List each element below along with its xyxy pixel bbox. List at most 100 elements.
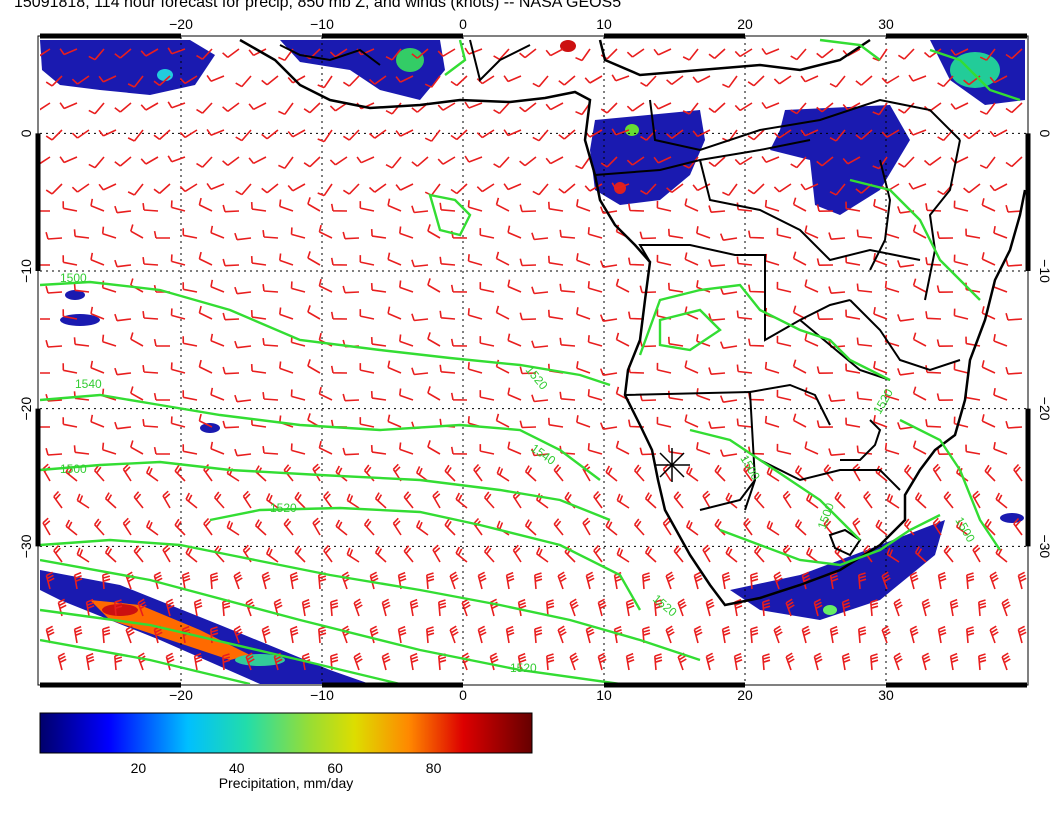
wind-barb xyxy=(829,183,846,196)
wind-barb xyxy=(599,422,618,430)
wind-barb xyxy=(993,279,1008,293)
wind-barb xyxy=(399,280,414,293)
wind-barb xyxy=(979,48,996,61)
wind-barb xyxy=(122,463,132,482)
wind-barb xyxy=(912,224,927,239)
wind-barb xyxy=(893,598,903,617)
wind-barb xyxy=(444,518,456,536)
wind-barb xyxy=(989,571,999,590)
wind-barb xyxy=(235,129,252,142)
svg-text:1500: 1500 xyxy=(60,271,87,285)
wind-barb xyxy=(893,652,903,671)
wind-barb xyxy=(62,363,78,374)
wind-barb xyxy=(932,517,942,536)
wind-barb xyxy=(90,360,105,374)
wind-barb xyxy=(856,229,873,239)
wind-barb xyxy=(531,286,549,295)
wind-barb xyxy=(823,464,834,482)
wind-barb xyxy=(290,389,306,401)
wind-barb xyxy=(684,414,699,428)
wind-barb xyxy=(287,75,306,84)
wind-barb xyxy=(130,278,144,293)
wind-barb xyxy=(666,129,684,140)
wind-barb xyxy=(73,229,90,239)
wind-barb xyxy=(335,465,348,482)
wind-barb xyxy=(262,445,279,455)
wind-barb xyxy=(628,257,645,266)
wind-barb xyxy=(495,251,510,266)
wind-barb xyxy=(816,48,834,59)
wind-barb xyxy=(995,546,1008,563)
wind-barb xyxy=(45,447,63,456)
wind-barb xyxy=(816,204,834,212)
wind-barb xyxy=(721,625,731,644)
wind-barb xyxy=(937,625,947,644)
wind-barb xyxy=(532,129,549,142)
wind-barb xyxy=(254,465,267,482)
wind-barb xyxy=(722,183,738,197)
wind-barb xyxy=(210,387,225,401)
wind-barb xyxy=(908,128,927,136)
wind-barb xyxy=(290,281,306,293)
wind-barb xyxy=(548,201,564,212)
wind-barb xyxy=(250,202,267,212)
wind-barb xyxy=(950,102,969,110)
wind-barb xyxy=(575,48,591,62)
wind-barb xyxy=(705,598,715,617)
wind-barb xyxy=(519,102,537,113)
wind-barb xyxy=(279,199,294,212)
wind-barb xyxy=(829,129,846,142)
wind-barb xyxy=(461,652,471,671)
wind-barb xyxy=(464,47,483,55)
wind-barb xyxy=(616,547,630,563)
wind-barb xyxy=(559,337,576,347)
wind-barb xyxy=(330,599,339,617)
wind-barb xyxy=(182,390,198,401)
wind-barb xyxy=(1001,598,1011,617)
wind-barb xyxy=(503,129,522,137)
wind-barb xyxy=(656,362,672,374)
wind-barb xyxy=(615,278,630,293)
wind-barb xyxy=(356,156,375,164)
wind-barb xyxy=(702,544,711,563)
wind-barb xyxy=(114,48,132,59)
wind-barb xyxy=(142,202,159,212)
map-frame xyxy=(37,35,1029,686)
wind-barb xyxy=(210,441,225,455)
wind-barb xyxy=(719,233,738,241)
wind-barb xyxy=(897,102,915,114)
wind-barb xyxy=(289,625,299,644)
wind-barb xyxy=(611,182,630,190)
lat-tick-label-right: 0 xyxy=(1037,129,1053,137)
wind-barb xyxy=(261,625,271,644)
wind-barb xyxy=(353,652,363,671)
forecast-map[interactable]: 1500 1540 1500 1520 1540 1520 1520 1500 … xyxy=(0,0,1056,700)
wind-barb xyxy=(507,279,522,293)
wind-barb xyxy=(722,75,738,89)
wind-barb xyxy=(329,102,348,112)
wind-barb xyxy=(40,264,50,266)
wind-barb xyxy=(210,626,219,644)
wind-barb xyxy=(342,447,360,456)
wind-barb xyxy=(265,547,279,563)
wind-barb xyxy=(174,464,186,482)
wind-barb xyxy=(449,625,459,644)
wind-barb xyxy=(576,361,591,374)
wind-barb xyxy=(493,156,510,169)
wind-barb xyxy=(359,201,375,212)
wind-barb xyxy=(792,197,807,212)
wind-barb xyxy=(762,599,771,617)
wind-barb xyxy=(841,652,851,671)
svg-text:1520: 1520 xyxy=(270,501,297,515)
wind-barb xyxy=(130,440,144,455)
wind-barb xyxy=(557,571,567,590)
wind-barb xyxy=(318,386,333,401)
wind-barb xyxy=(450,129,468,141)
wind-barb xyxy=(222,102,240,113)
wind-barb xyxy=(507,333,522,347)
wind-barb xyxy=(666,75,684,86)
wind-barb xyxy=(834,491,846,509)
wind-barb xyxy=(76,493,90,509)
wind-barb xyxy=(450,392,468,401)
wind-barb xyxy=(534,626,543,644)
